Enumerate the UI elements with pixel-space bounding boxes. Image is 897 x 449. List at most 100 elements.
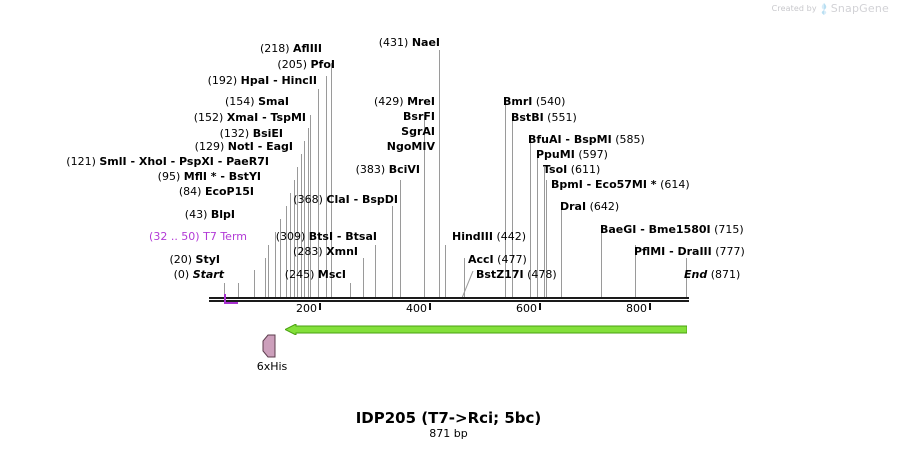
- enzyme-position: (309): [275, 230, 306, 243]
- leader-line: [294, 180, 295, 298]
- enzyme-label[interactable]: (383) BciVI: [356, 163, 420, 176]
- leader-line: [297, 167, 298, 298]
- enzyme-label[interactable]: PpuMI (597): [536, 148, 608, 161]
- enzyme-position: (368): [293, 193, 323, 206]
- enzyme-label[interactable]: (245) MscI: [285, 268, 346, 281]
- enzyme-position: (43): [184, 208, 208, 221]
- enzyme-name: DraI: [560, 200, 587, 213]
- feature-label-t7-term[interactable]: (32 .. 50) T7 Term: [149, 230, 247, 243]
- leader-line: [290, 193, 291, 298]
- t7-term-feature[interactable]: [224, 291, 240, 310]
- leader-line: [350, 283, 351, 298]
- cds-arrow[interactable]: [283, 320, 688, 336]
- enzyme-position: (383): [355, 163, 386, 176]
- leader-line: [238, 283, 239, 298]
- end-label[interactable]: End (871): [684, 268, 740, 281]
- enzyme-name: MreI: [407, 95, 435, 108]
- leader-line: [318, 89, 319, 298]
- enzyme-position: (121): [66, 155, 96, 168]
- enzyme-label[interactable]: PflMI - DraIII (777): [634, 245, 745, 258]
- enzyme-label[interactable]: (368) ClaI - BspDI: [293, 193, 398, 206]
- enzyme-label[interactable]: (154) SmaI: [225, 95, 289, 108]
- enzyme-position: (540): [535, 95, 566, 108]
- enzyme-name-extra[interactable]: NgoMIV: [386, 140, 435, 153]
- enzyme-label[interactable]: (84) EcoP15I: [179, 185, 254, 198]
- sequence-backbone-highlight: [209, 299, 689, 300]
- enzyme-label[interactable]: AccI (477): [468, 253, 527, 266]
- enzyme-position: (245): [284, 268, 315, 281]
- enzyme-label[interactable]: HindIII (442): [452, 230, 526, 243]
- axis-tick: [429, 303, 431, 310]
- enzyme-name: BlpI: [210, 208, 235, 221]
- enzyme-label[interactable]: TsoI (611): [543, 163, 600, 176]
- enzyme-position: (614): [660, 178, 690, 191]
- 6xhis-feature-arrow[interactable]: [262, 334, 278, 358]
- leader-line: [686, 258, 687, 298]
- leader-line: [392, 206, 393, 298]
- enzyme-label[interactable]: (218) AflIII: [260, 42, 322, 55]
- enzyme-name-extra[interactable]: SgrAI: [401, 125, 435, 138]
- enzyme-label[interactable]: (192) HpaI - HincII: [208, 74, 317, 87]
- enzyme-label[interactable]: BstZ17I (478): [476, 268, 557, 281]
- enzyme-name: MscI: [317, 268, 346, 281]
- start-label[interactable]: (0) Start: [174, 268, 224, 281]
- enzyme-name: BfuAI - BspMI: [528, 133, 612, 146]
- enzyme-label[interactable]: (429) MreI: [374, 95, 435, 108]
- enzyme-label[interactable]: DraI (642): [560, 200, 619, 213]
- enzyme-name: AflIII: [293, 42, 322, 55]
- enzyme-name: BsiEI: [252, 127, 283, 140]
- enzyme-name: BmrI: [503, 95, 533, 108]
- enzyme-position: (84): [178, 185, 202, 198]
- leader-line: [530, 141, 531, 298]
- leader-line: [505, 102, 506, 298]
- enzyme-position: (715): [714, 223, 744, 236]
- enzyme-label[interactable]: BaeGI - Bme1580I (715): [600, 223, 744, 236]
- enzyme-name: MflI * - BstYI: [183, 170, 261, 183]
- enzyme-label[interactable]: (129) NotI - EagI: [195, 140, 293, 153]
- enzyme-name: XmnI: [326, 245, 358, 258]
- enzyme-label[interactable]: BpmI - Eco57MI * (614): [551, 178, 690, 191]
- enzyme-position: (597): [578, 148, 608, 161]
- enzyme-label[interactable]: (205) PfoI: [277, 58, 335, 71]
- leader-line: [635, 245, 636, 298]
- leader-line: [265, 258, 266, 298]
- leader-line: [363, 258, 364, 298]
- enzyme-position: (442): [496, 230, 527, 243]
- enzyme-label[interactable]: (20) StyI: [169, 253, 220, 266]
- leader-line: [275, 232, 276, 298]
- 6xhis-label: 6xHis: [256, 360, 288, 373]
- leader-line: [286, 206, 287, 298]
- axis-tick: [319, 303, 321, 310]
- axis-tick-label: 400: [406, 302, 427, 315]
- page-subtitle: 871 bp: [429, 427, 468, 440]
- leader-line: [400, 180, 401, 298]
- enzyme-name: StyI: [195, 253, 220, 266]
- enzyme-position: (218): [259, 42, 290, 55]
- enzyme-label[interactable]: (309) BtsI - BtsaI: [276, 230, 377, 243]
- enzyme-name: BpmI - Eco57MI *: [551, 178, 657, 191]
- enzyme-position: (154): [225, 95, 255, 108]
- leader-line: [280, 219, 281, 298]
- enzyme-label[interactable]: (283) XmnI: [293, 245, 358, 258]
- leader-line: [331, 63, 332, 298]
- enzyme-label[interactable]: BfuAI - BspMI (585): [528, 133, 645, 146]
- enzyme-label[interactable]: (121) SmlI - XhoI - PspXI - PaeR7I: [66, 155, 269, 168]
- enzyme-name: NaeI: [411, 36, 440, 49]
- enzyme-position: (585): [615, 133, 645, 146]
- enzyme-label[interactable]: (152) XmaI - TspMI: [194, 111, 306, 124]
- leader-line: [537, 154, 538, 298]
- leader-line: [439, 50, 440, 298]
- leader-line: [424, 115, 425, 298]
- end-text: End: [684, 268, 708, 281]
- enzyme-name-extra[interactable]: BsrFI: [403, 110, 435, 123]
- enzyme-label[interactable]: BstBI (551): [511, 111, 577, 124]
- axis-tick-label: 200: [296, 302, 317, 315]
- enzyme-label[interactable]: (43) BlpI: [185, 208, 235, 221]
- feature-range: (32 .. 50): [149, 230, 200, 243]
- enzyme-label[interactable]: (132) BsiEI: [220, 127, 283, 140]
- feature-name: T7 Term: [203, 230, 247, 243]
- enzyme-label[interactable]: BmrI (540): [503, 95, 565, 108]
- enzyme-label[interactable]: (95) MflI * - BstYI: [158, 170, 261, 183]
- enzyme-label[interactable]: (431) NaeI: [379, 36, 440, 49]
- enzyme-position: (152): [193, 111, 224, 124]
